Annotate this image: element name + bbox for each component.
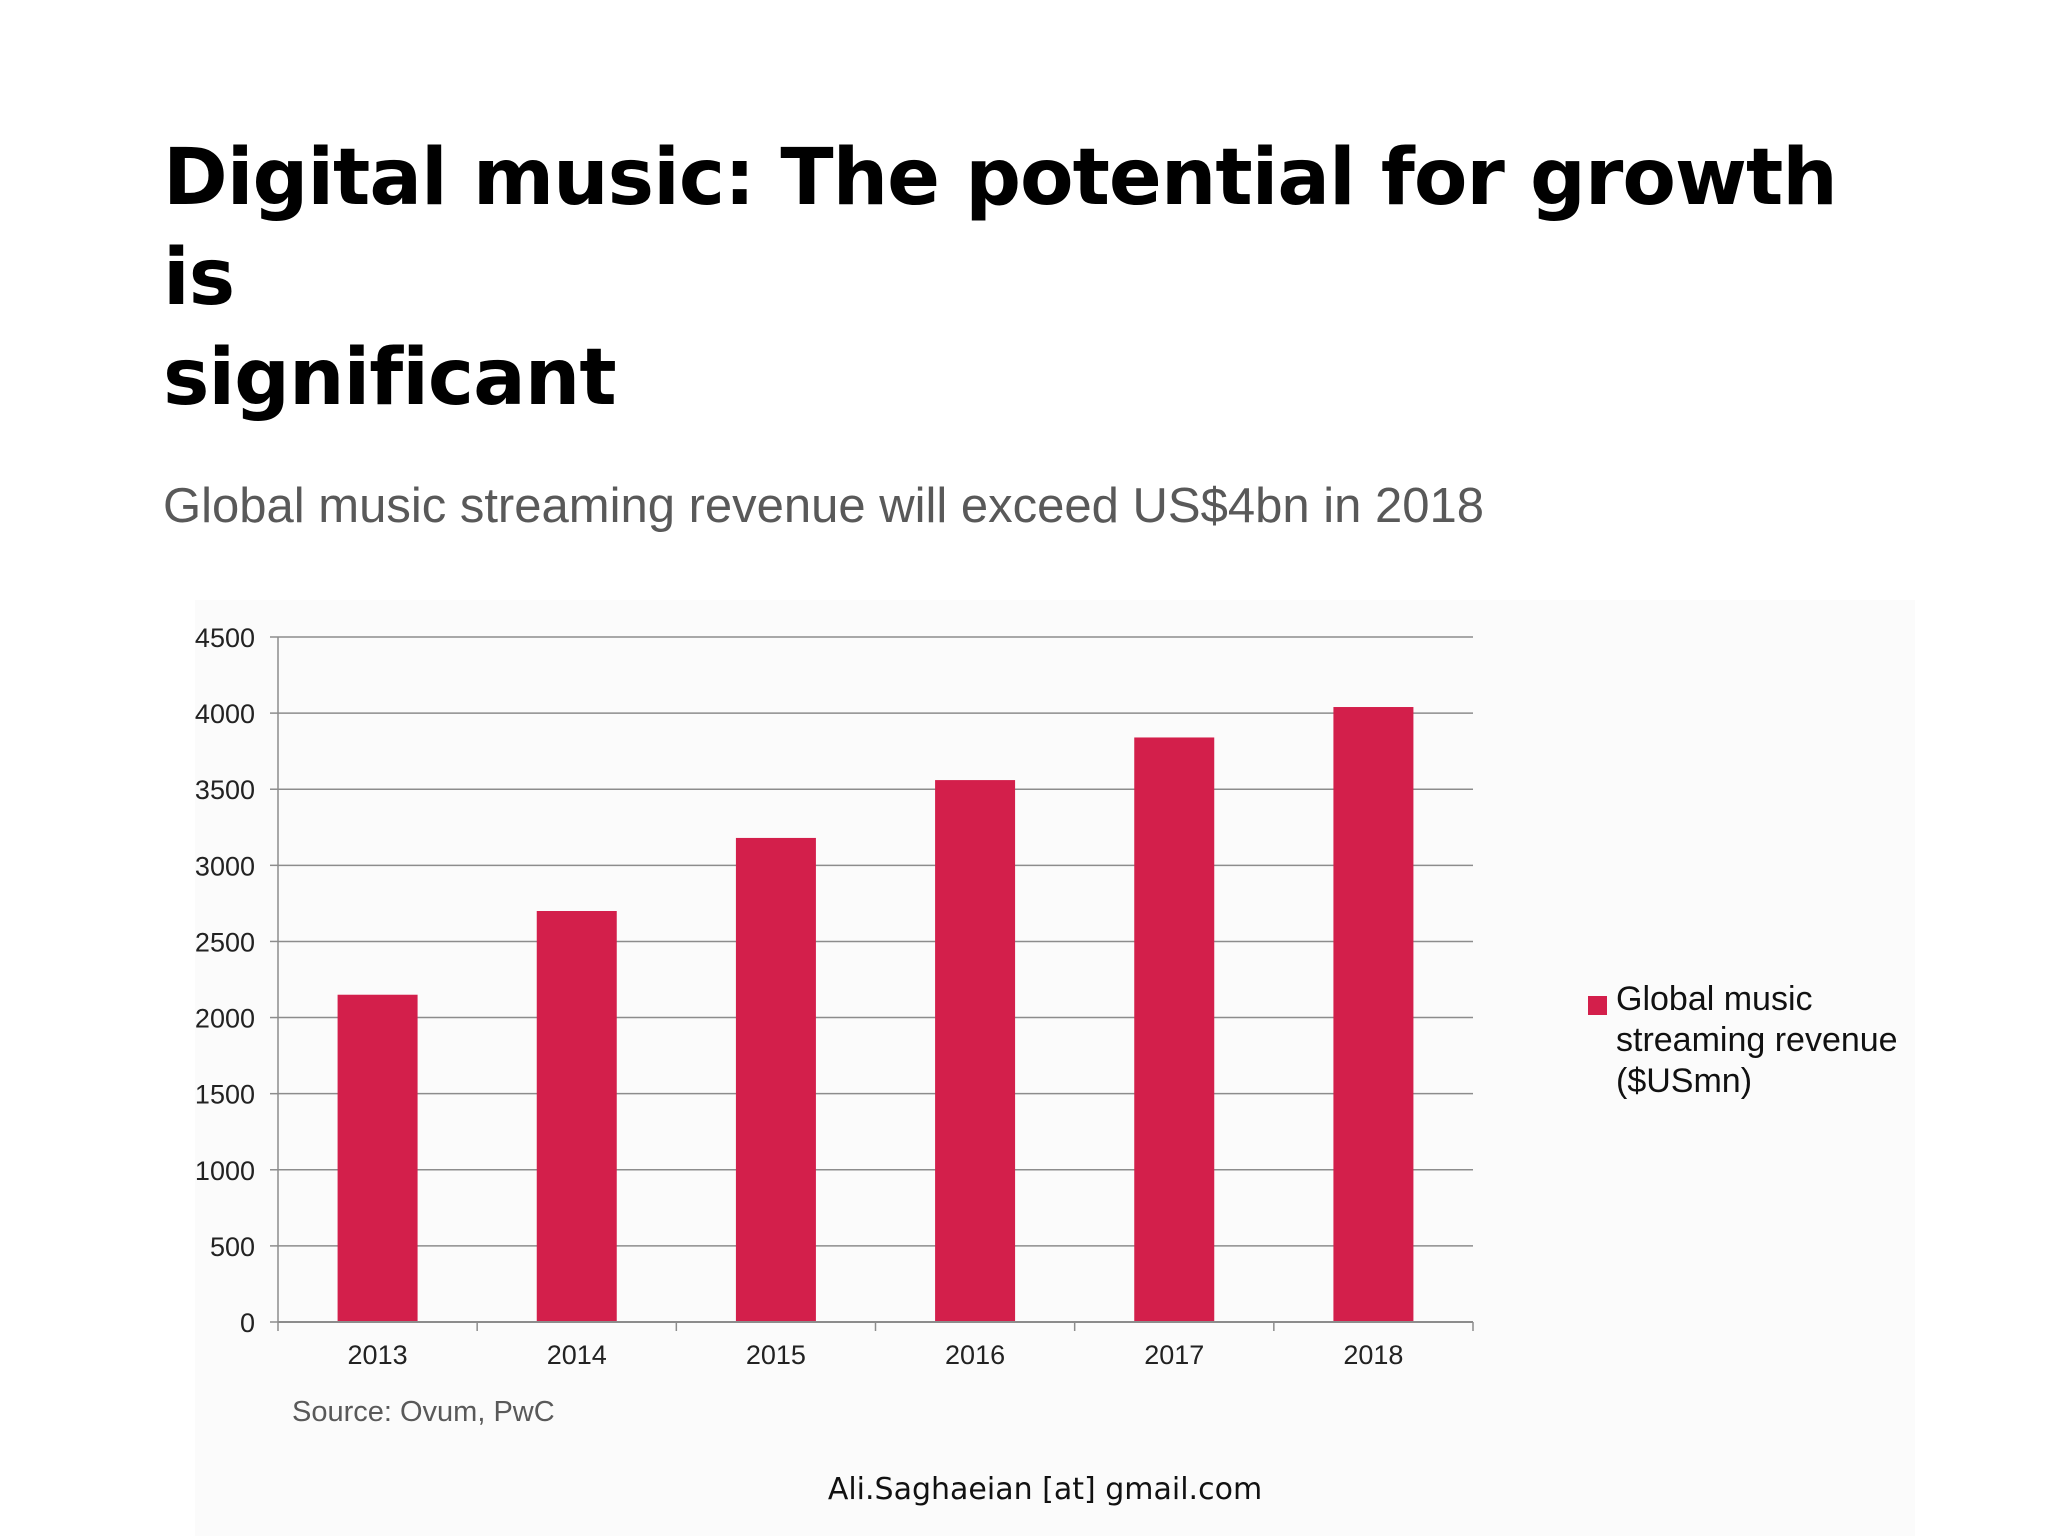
slide-title: Digital music: The potential for growth … bbox=[163, 133, 1838, 423]
x-tick-label: 2016 bbox=[945, 1340, 1005, 1370]
legend-label-line: streaming revenue bbox=[1616, 1021, 1898, 1059]
y-tick-labels: 0 500 1000 1500 2000 2500 3000 3500 4000 4500 bbox=[195, 623, 255, 1338]
x-tick-label: 2017 bbox=[1144, 1340, 1204, 1370]
bars bbox=[337, 707, 1414, 1322]
legend: Global music streaming revenue ($USmn) bbox=[1588, 980, 1898, 1100]
y-tick-label: 500 bbox=[210, 1232, 255, 1262]
bar-2016 bbox=[935, 780, 1016, 1322]
x-tick-label: 2015 bbox=[746, 1340, 806, 1370]
y-tick-label: 1500 bbox=[195, 1080, 255, 1110]
footer-email: Ali.Saghaeian [at] gmail.com bbox=[827, 1472, 1263, 1507]
x-tick-labels: 2013 2014 2015 2016 2017 2018 bbox=[348, 1340, 1404, 1370]
legend-swatch bbox=[1588, 996, 1607, 1015]
legend-label-line: ($USmn) bbox=[1616, 1062, 1752, 1100]
legend-label: Global music streaming revenue ($USmn) bbox=[1616, 980, 1898, 1100]
y-tick-label: 1000 bbox=[195, 1156, 255, 1186]
y-tick-label: 2000 bbox=[195, 1004, 255, 1034]
x-tick-label: 2018 bbox=[1343, 1340, 1403, 1370]
y-tick-label: 2500 bbox=[195, 927, 255, 957]
x-tick-label: 2014 bbox=[547, 1340, 607, 1370]
chart-title: Global music streaming revenue will exce… bbox=[163, 479, 1484, 533]
bar-2013 bbox=[337, 994, 418, 1322]
chart-source-note: Source: Ovum, PwC bbox=[292, 1396, 555, 1428]
bar-2014 bbox=[536, 911, 617, 1322]
x-tick-label: 2013 bbox=[348, 1340, 408, 1370]
y-tick-label: 4000 bbox=[195, 699, 255, 729]
y-tick-label: 3000 bbox=[195, 851, 255, 881]
chart-background bbox=[195, 600, 1915, 1536]
y-tick-label: 4500 bbox=[195, 623, 255, 653]
grid-lines bbox=[270, 636, 1473, 1323]
bar-2018 bbox=[1333, 707, 1414, 1322]
axes bbox=[277, 637, 1474, 1331]
bar-2015 bbox=[735, 837, 816, 1322]
legend-label-line: Global music bbox=[1616, 980, 1813, 1018]
y-tick-label: 3500 bbox=[195, 775, 255, 805]
y-tick-label: 0 bbox=[240, 1308, 255, 1338]
bar-2017 bbox=[1134, 737, 1215, 1322]
